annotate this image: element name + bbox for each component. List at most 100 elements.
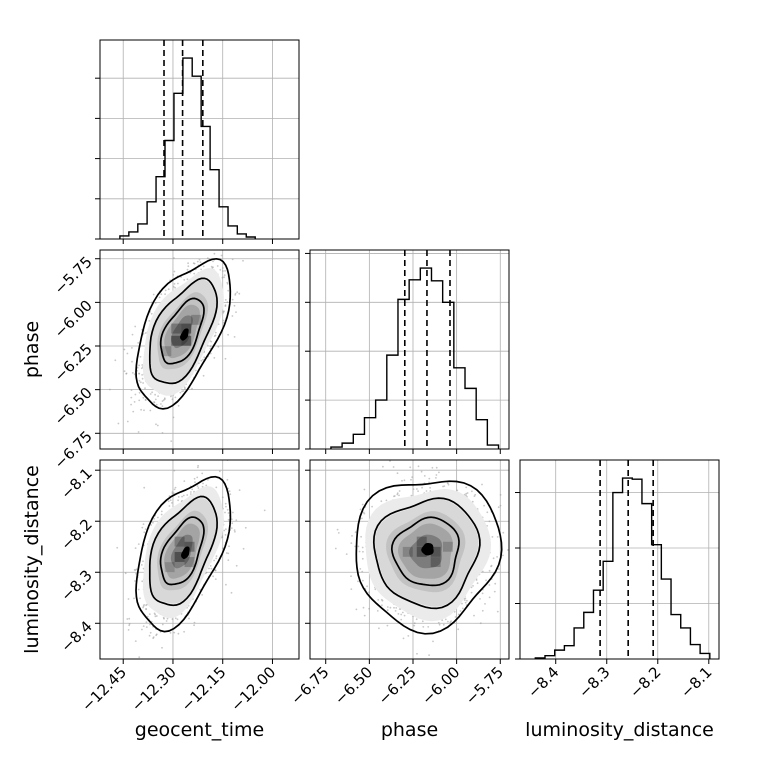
scatter-point [224,270,227,272]
scatter-point [166,617,169,620]
scatter-point [198,245,200,247]
scatter-point [142,382,145,384]
scatter-point [396,493,399,496]
scatter-point [350,588,353,590]
histogram-phase-border [309,249,510,450]
scatter-point [224,534,227,536]
scatter-point [417,490,419,492]
density-cell [174,536,185,547]
scatter-point [422,626,425,628]
scatter-point [244,526,247,529]
scatter-point [139,597,141,600]
scatter-point [131,360,133,363]
scatter-point [410,494,413,497]
scatter-point [229,493,232,496]
scatter-point [162,616,165,619]
scatter-point [401,479,403,482]
scatter-point [198,258,201,261]
scatter-point [359,508,362,511]
scatter-point [242,547,245,550]
scatter-point [221,267,224,269]
x-tick-label-phase: −6.25 [375,663,420,708]
histogram-luminosity_distance-background [520,460,719,659]
scatter-point [134,640,137,642]
scatter-point [435,474,438,476]
scatter-point [354,531,357,534]
scatter-point [160,403,162,405]
scatter-point [173,257,175,259]
scatter-point [142,523,145,525]
scatter-point [412,488,415,490]
scatter-point [447,620,449,623]
scatter-point [465,486,468,489]
scatter-point [368,591,370,594]
scatter-point [217,345,220,348]
scatter-point [186,268,189,271]
scatter-point [201,594,204,596]
x-axis-label-phase: phase [381,719,438,741]
scatter-point [389,606,392,609]
scatter-point [233,336,236,338]
scatter-point [362,511,365,514]
scatter-point [464,597,467,600]
density-cell [442,541,453,552]
scatter-point [222,319,225,322]
scatter-point [137,342,140,344]
histogram-phase [305,249,510,450]
scatter-point [181,390,184,393]
scatter-point [236,291,239,294]
scatter-point [238,489,241,491]
joint-phase-luminosity_distance-content [334,460,509,656]
scatter-point [438,471,440,474]
density-peak [181,546,190,560]
scatter-point [473,614,475,617]
contour-line-0 [135,475,232,633]
scatter-point [368,607,370,610]
y-tick-label-luminosity_distance: −8.3 [57,566,95,604]
y-tick-label-phase: −6.00 [51,296,96,341]
scatter-point [167,500,170,503]
scatter-point [334,547,337,550]
scatter-point [223,310,225,313]
scatter-point [117,422,120,425]
scatter-point [407,635,410,637]
scatter-point [177,499,180,502]
scatter-point [456,489,459,492]
scatter-point [138,656,141,658]
scatter-point [154,398,157,401]
scatter-point [150,312,153,315]
scatter-point [131,333,134,336]
scatter-point [358,550,361,553]
scatter-point [173,488,176,491]
scatter-point [143,409,145,412]
scatter-point [184,388,186,390]
scatter-point [496,556,498,558]
scatter-point [138,364,141,367]
scatter-point [438,623,441,626]
scatter-point [465,492,468,495]
scatter-point [181,495,184,498]
scatter-point [357,580,359,583]
scatter-point [359,568,362,570]
scatter-point [194,481,196,484]
histogram-luminosity_distance-border [519,459,720,660]
contour-line-2 [390,516,460,587]
scatter-point [221,496,224,499]
scatter-point [124,572,127,575]
scatter-point [231,298,234,301]
scatter-point [502,554,504,557]
scatter-point [145,621,148,624]
scatter-point [461,607,464,610]
scatter-point [337,532,340,534]
scatter-point [215,555,218,557]
scatter-point [442,623,445,626]
scatter-point [389,460,391,462]
scatter-point [363,614,366,617]
scatter-point [481,483,483,486]
scatter-point [226,508,229,511]
scatter-point [416,488,418,490]
scatter-point [164,293,167,295]
scatter-point [357,545,360,548]
scatter-point [470,591,473,594]
scatter-point [155,423,157,426]
